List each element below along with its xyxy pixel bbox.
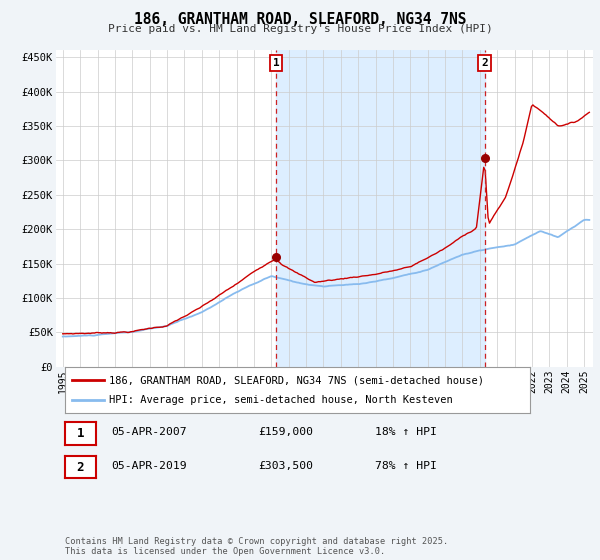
Text: 186, GRANTHAM ROAD, SLEAFORD, NG34 7NS (semi-detached house): 186, GRANTHAM ROAD, SLEAFORD, NG34 7NS (… — [109, 375, 484, 385]
Text: 1: 1 — [272, 58, 280, 68]
Text: HPI: Average price, semi-detached house, North Kesteven: HPI: Average price, semi-detached house,… — [109, 395, 453, 405]
Text: 18% ↑ HPI: 18% ↑ HPI — [375, 427, 437, 437]
Text: 186, GRANTHAM ROAD, SLEAFORD, NG34 7NS: 186, GRANTHAM ROAD, SLEAFORD, NG34 7NS — [134, 12, 466, 27]
Text: £303,500: £303,500 — [258, 461, 313, 471]
Text: Price paid vs. HM Land Registry's House Price Index (HPI): Price paid vs. HM Land Registry's House … — [107, 24, 493, 34]
Text: 05-APR-2007: 05-APR-2007 — [111, 427, 187, 437]
Text: 1: 1 — [77, 427, 84, 440]
Text: 78% ↑ HPI: 78% ↑ HPI — [375, 461, 437, 471]
Text: £159,000: £159,000 — [258, 427, 313, 437]
Bar — [276, 50, 485, 367]
Text: 2: 2 — [481, 58, 488, 68]
Text: 05-APR-2019: 05-APR-2019 — [111, 461, 187, 471]
Text: Contains HM Land Registry data © Crown copyright and database right 2025.
This d: Contains HM Land Registry data © Crown c… — [65, 536, 448, 556]
Text: 2: 2 — [77, 460, 84, 474]
